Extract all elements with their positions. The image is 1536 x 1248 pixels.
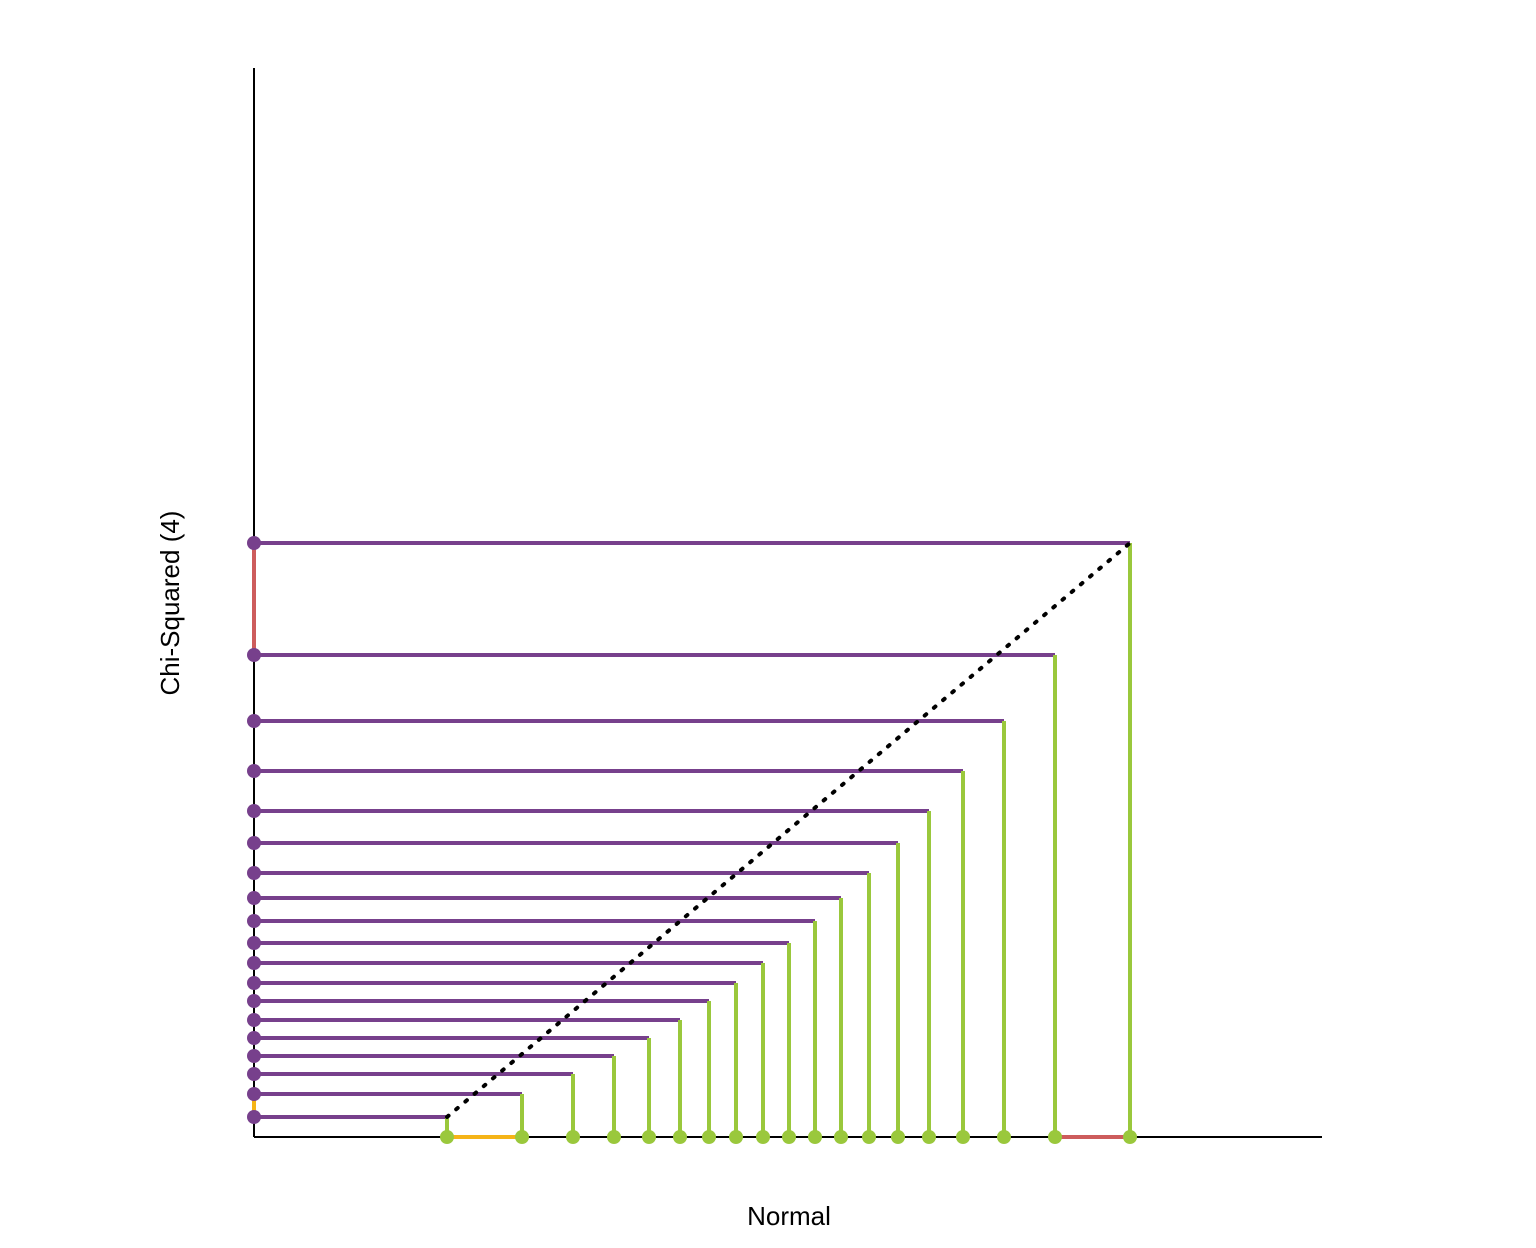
x-point (673, 1130, 687, 1144)
y-point (247, 891, 261, 905)
y-point (247, 866, 261, 880)
x-point (607, 1130, 621, 1144)
y-point (247, 1049, 261, 1063)
y-axis-label: Chi-Squared (4) (155, 511, 185, 696)
y-point (247, 936, 261, 950)
x-point (782, 1130, 796, 1144)
y-point (247, 804, 261, 818)
x-point (756, 1130, 770, 1144)
x-point (997, 1130, 1011, 1144)
x-point (891, 1130, 905, 1144)
x-point (566, 1130, 580, 1144)
x-point (862, 1130, 876, 1144)
y-point (247, 536, 261, 550)
x-point (702, 1130, 716, 1144)
y-point (247, 836, 261, 850)
x-point (515, 1130, 529, 1144)
y-point (247, 976, 261, 990)
y-point (247, 956, 261, 970)
x-point (808, 1130, 822, 1144)
x-point (1123, 1130, 1137, 1144)
y-point (247, 764, 261, 778)
y-point (247, 994, 261, 1008)
x-point (729, 1130, 743, 1144)
x-point (642, 1130, 656, 1144)
x-point (440, 1130, 454, 1144)
y-point (247, 1087, 261, 1101)
y-point (247, 1110, 261, 1124)
y-point (247, 714, 261, 728)
y-point (247, 1067, 261, 1081)
diagonal (445, 541, 1132, 1119)
y-point (247, 1013, 261, 1027)
x-point (834, 1130, 848, 1144)
x-point (922, 1130, 936, 1144)
x-point (1048, 1130, 1062, 1144)
y-point (247, 648, 261, 662)
x-axis-label: Normal (747, 1201, 831, 1231)
x-point (956, 1130, 970, 1144)
y-point (247, 914, 261, 928)
y-point (247, 1031, 261, 1045)
